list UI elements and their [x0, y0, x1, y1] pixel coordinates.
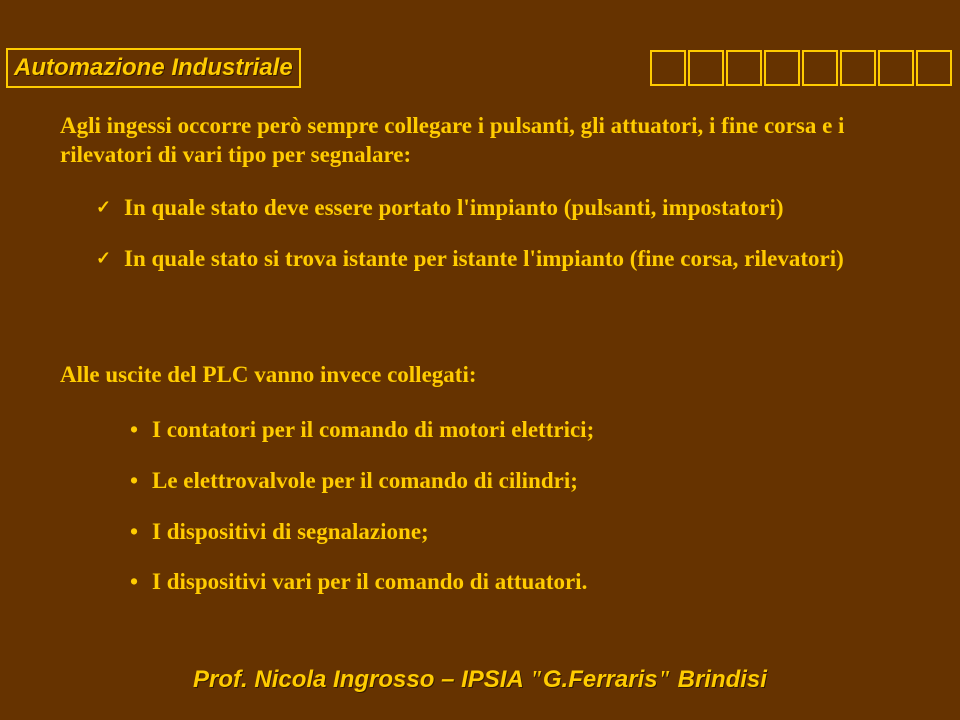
bullet-text: Le elettrovalvole per il comando di cili…	[152, 468, 578, 493]
check-icon: ✓	[96, 247, 111, 270]
check-text: In quale stato deve essere portato l'imp…	[124, 195, 784, 220]
decorative-square	[650, 50, 686, 86]
bullet-item: • I contatori per il comando di motori el…	[130, 416, 900, 445]
footer-quote-close: "	[658, 667, 671, 693]
decorative-square	[916, 50, 952, 86]
check-item: ✓ In quale stato deve essere portato l'im…	[96, 194, 900, 223]
decorative-square	[840, 50, 876, 86]
check-item: ✓ In quale stato si trova istante per ist…	[96, 245, 900, 274]
footer: Prof. Nicola Ingrosso – IPSIA "G.Ferrari…	[0, 666, 960, 694]
bullet-list: • I contatori per il comando di motori el…	[130, 416, 900, 619]
footer-prefix: Prof. Nicola Ingrosso – IPSIA	[193, 666, 530, 693]
footer-suffix: Brindisi	[671, 666, 767, 693]
bullet-icon: •	[130, 416, 138, 445]
footer-quote-open: "	[530, 667, 543, 693]
bullet-icon: •	[130, 518, 138, 547]
bullet-icon: •	[130, 568, 138, 597]
bullet-item: • Le elettrovalvole per il comando di cil…	[130, 467, 900, 496]
bullet-text: I dispositivi di segnalazione;	[152, 519, 429, 544]
decorative-squares	[648, 50, 952, 86]
bullet-item: • I dispositivi di segnalazione;	[130, 518, 900, 547]
bullet-item: • I dispositivi vari per il comando di at…	[130, 568, 900, 597]
bullet-text: I dispositivi vari per il comando di att…	[152, 569, 587, 594]
sub-heading: Alle uscite del PLC vanno invece collega…	[60, 362, 477, 388]
bullet-text: I contatori per il comando di motori ele…	[152, 417, 594, 442]
slide: Automazione Industriale PLC: LOGICA PROG…	[0, 0, 960, 720]
check-list: ✓ In quale stato deve essere portato l'im…	[96, 194, 900, 296]
decorative-square	[802, 50, 838, 86]
course-subtitle: Automazione Industriale	[6, 48, 301, 88]
check-icon: ✓	[96, 196, 111, 219]
decorative-square	[764, 50, 800, 86]
check-text: In quale stato si trova istante per ista…	[124, 246, 844, 271]
decorative-square	[688, 50, 724, 86]
decorative-square	[726, 50, 762, 86]
footer-mid: G.Ferraris	[543, 666, 658, 693]
bullet-icon: •	[130, 467, 138, 496]
intro-paragraph: Agli ingessi occorre però sempre collega…	[60, 112, 900, 170]
decorative-square	[878, 50, 914, 86]
